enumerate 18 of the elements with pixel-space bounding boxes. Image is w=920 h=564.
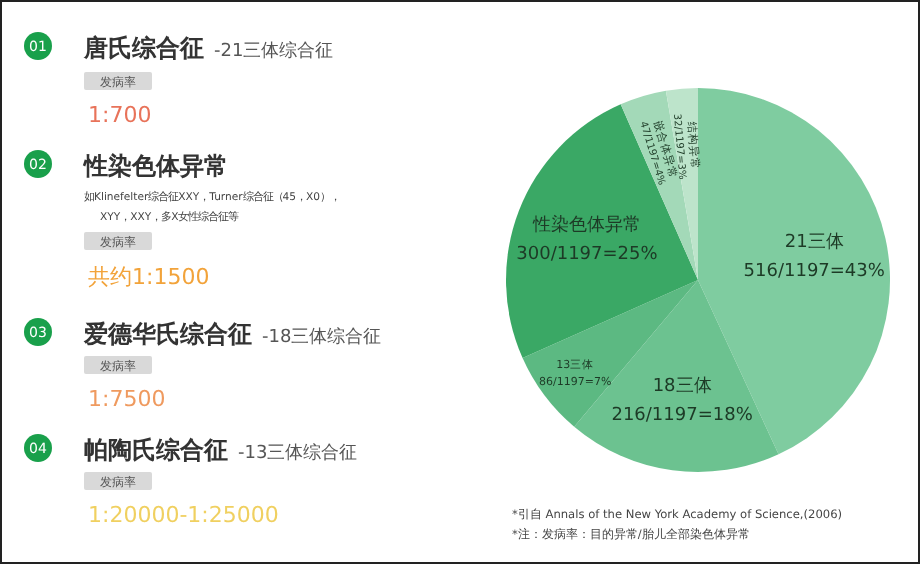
text: -13三体综合征 [238,442,358,464]
slice-label: 21三体 [784,231,844,254]
text: 性染色体异常 [82,152,228,180]
text: 爱德华氏综合征 [82,320,252,348]
slice-label: 18三体 [652,374,712,397]
text: -18三体综合征 [262,326,382,348]
text: 1:20000-1:25000 [88,502,279,528]
data-label: 516/1197=43% [743,262,886,283]
text: -21三体综合征 [214,40,334,62]
data-label: 300/1197=25% [516,244,659,265]
pie-slice [506,104,698,359]
text: 唐氏综合征 [82,34,204,62]
text: 1:7500 [88,386,166,412]
text: 1:700 [88,102,152,128]
data-label: 216/1197=18% [611,405,754,426]
text: 共约1:1500 [88,264,210,290]
slice-label: 性染色体异常 [530,213,641,236]
text: 帕陶氏综合征 [84,436,228,464]
